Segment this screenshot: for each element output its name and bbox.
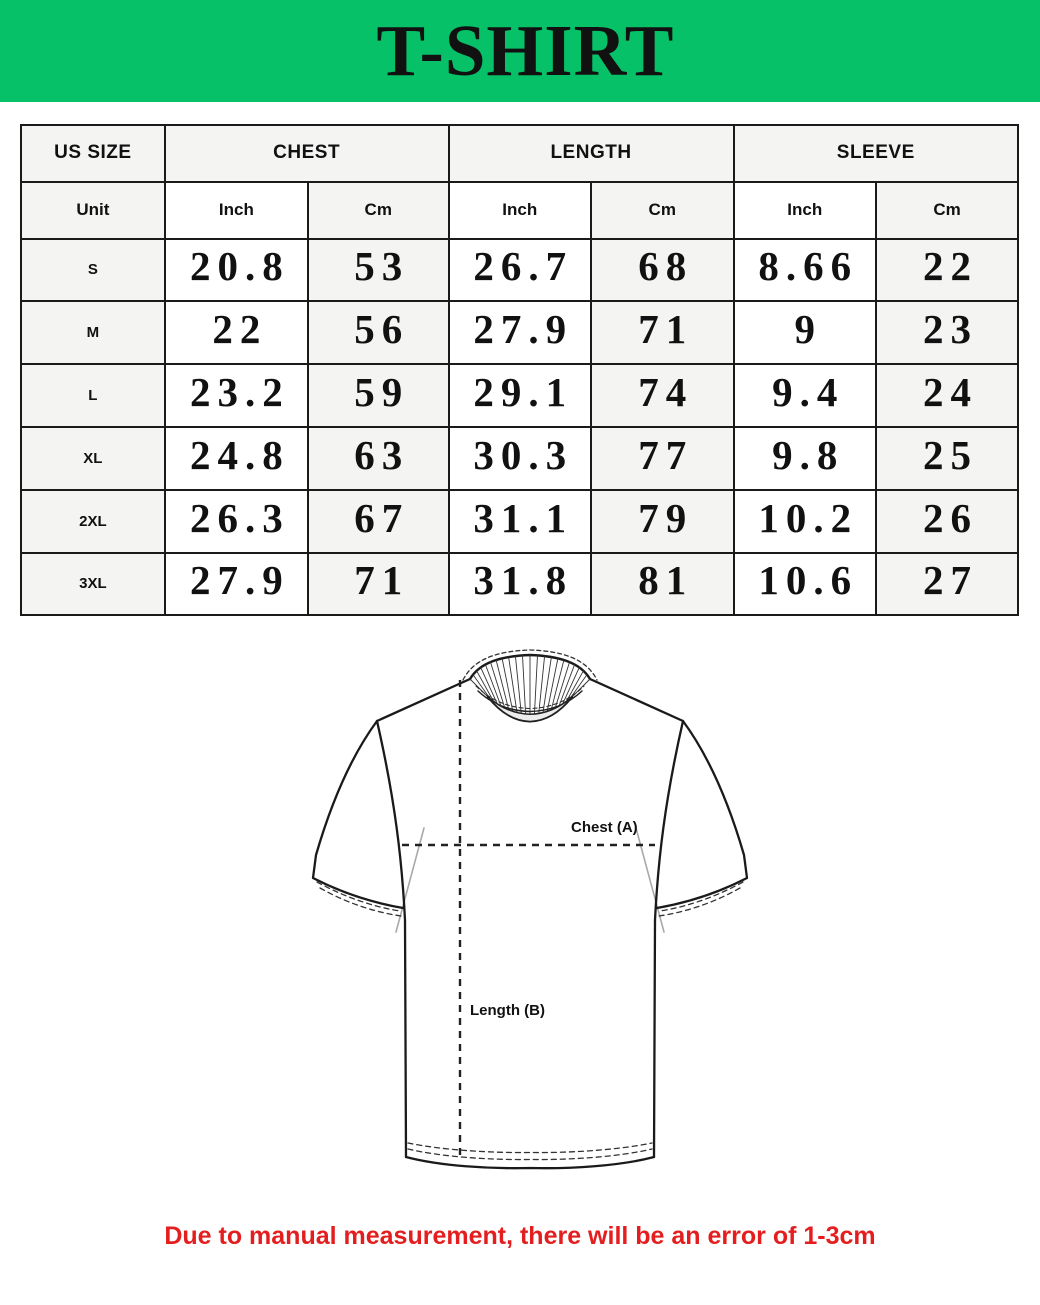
svg-text:Length (B): Length (B) [470, 1002, 545, 1019]
svg-text:Chest (A): Chest (A) [571, 819, 638, 836]
